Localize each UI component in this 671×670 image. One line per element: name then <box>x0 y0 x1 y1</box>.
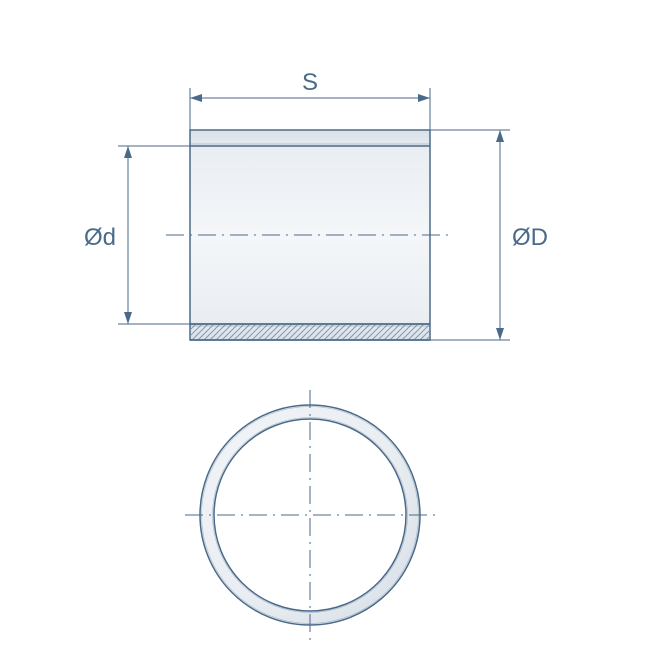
arrowhead <box>496 130 504 142</box>
arrowhead <box>124 146 132 158</box>
arrowhead <box>190 94 202 102</box>
dim-label-id: Ød <box>84 224 116 251</box>
dim-label-od: ØD <box>512 224 548 251</box>
side-view <box>166 130 460 340</box>
arrowhead <box>124 312 132 324</box>
dim-label-s: S <box>302 69 318 96</box>
arrowhead <box>418 94 430 102</box>
arrowhead <box>496 328 504 340</box>
technical-drawing: S Ød ØD <box>0 0 671 670</box>
top-view <box>185 390 435 640</box>
